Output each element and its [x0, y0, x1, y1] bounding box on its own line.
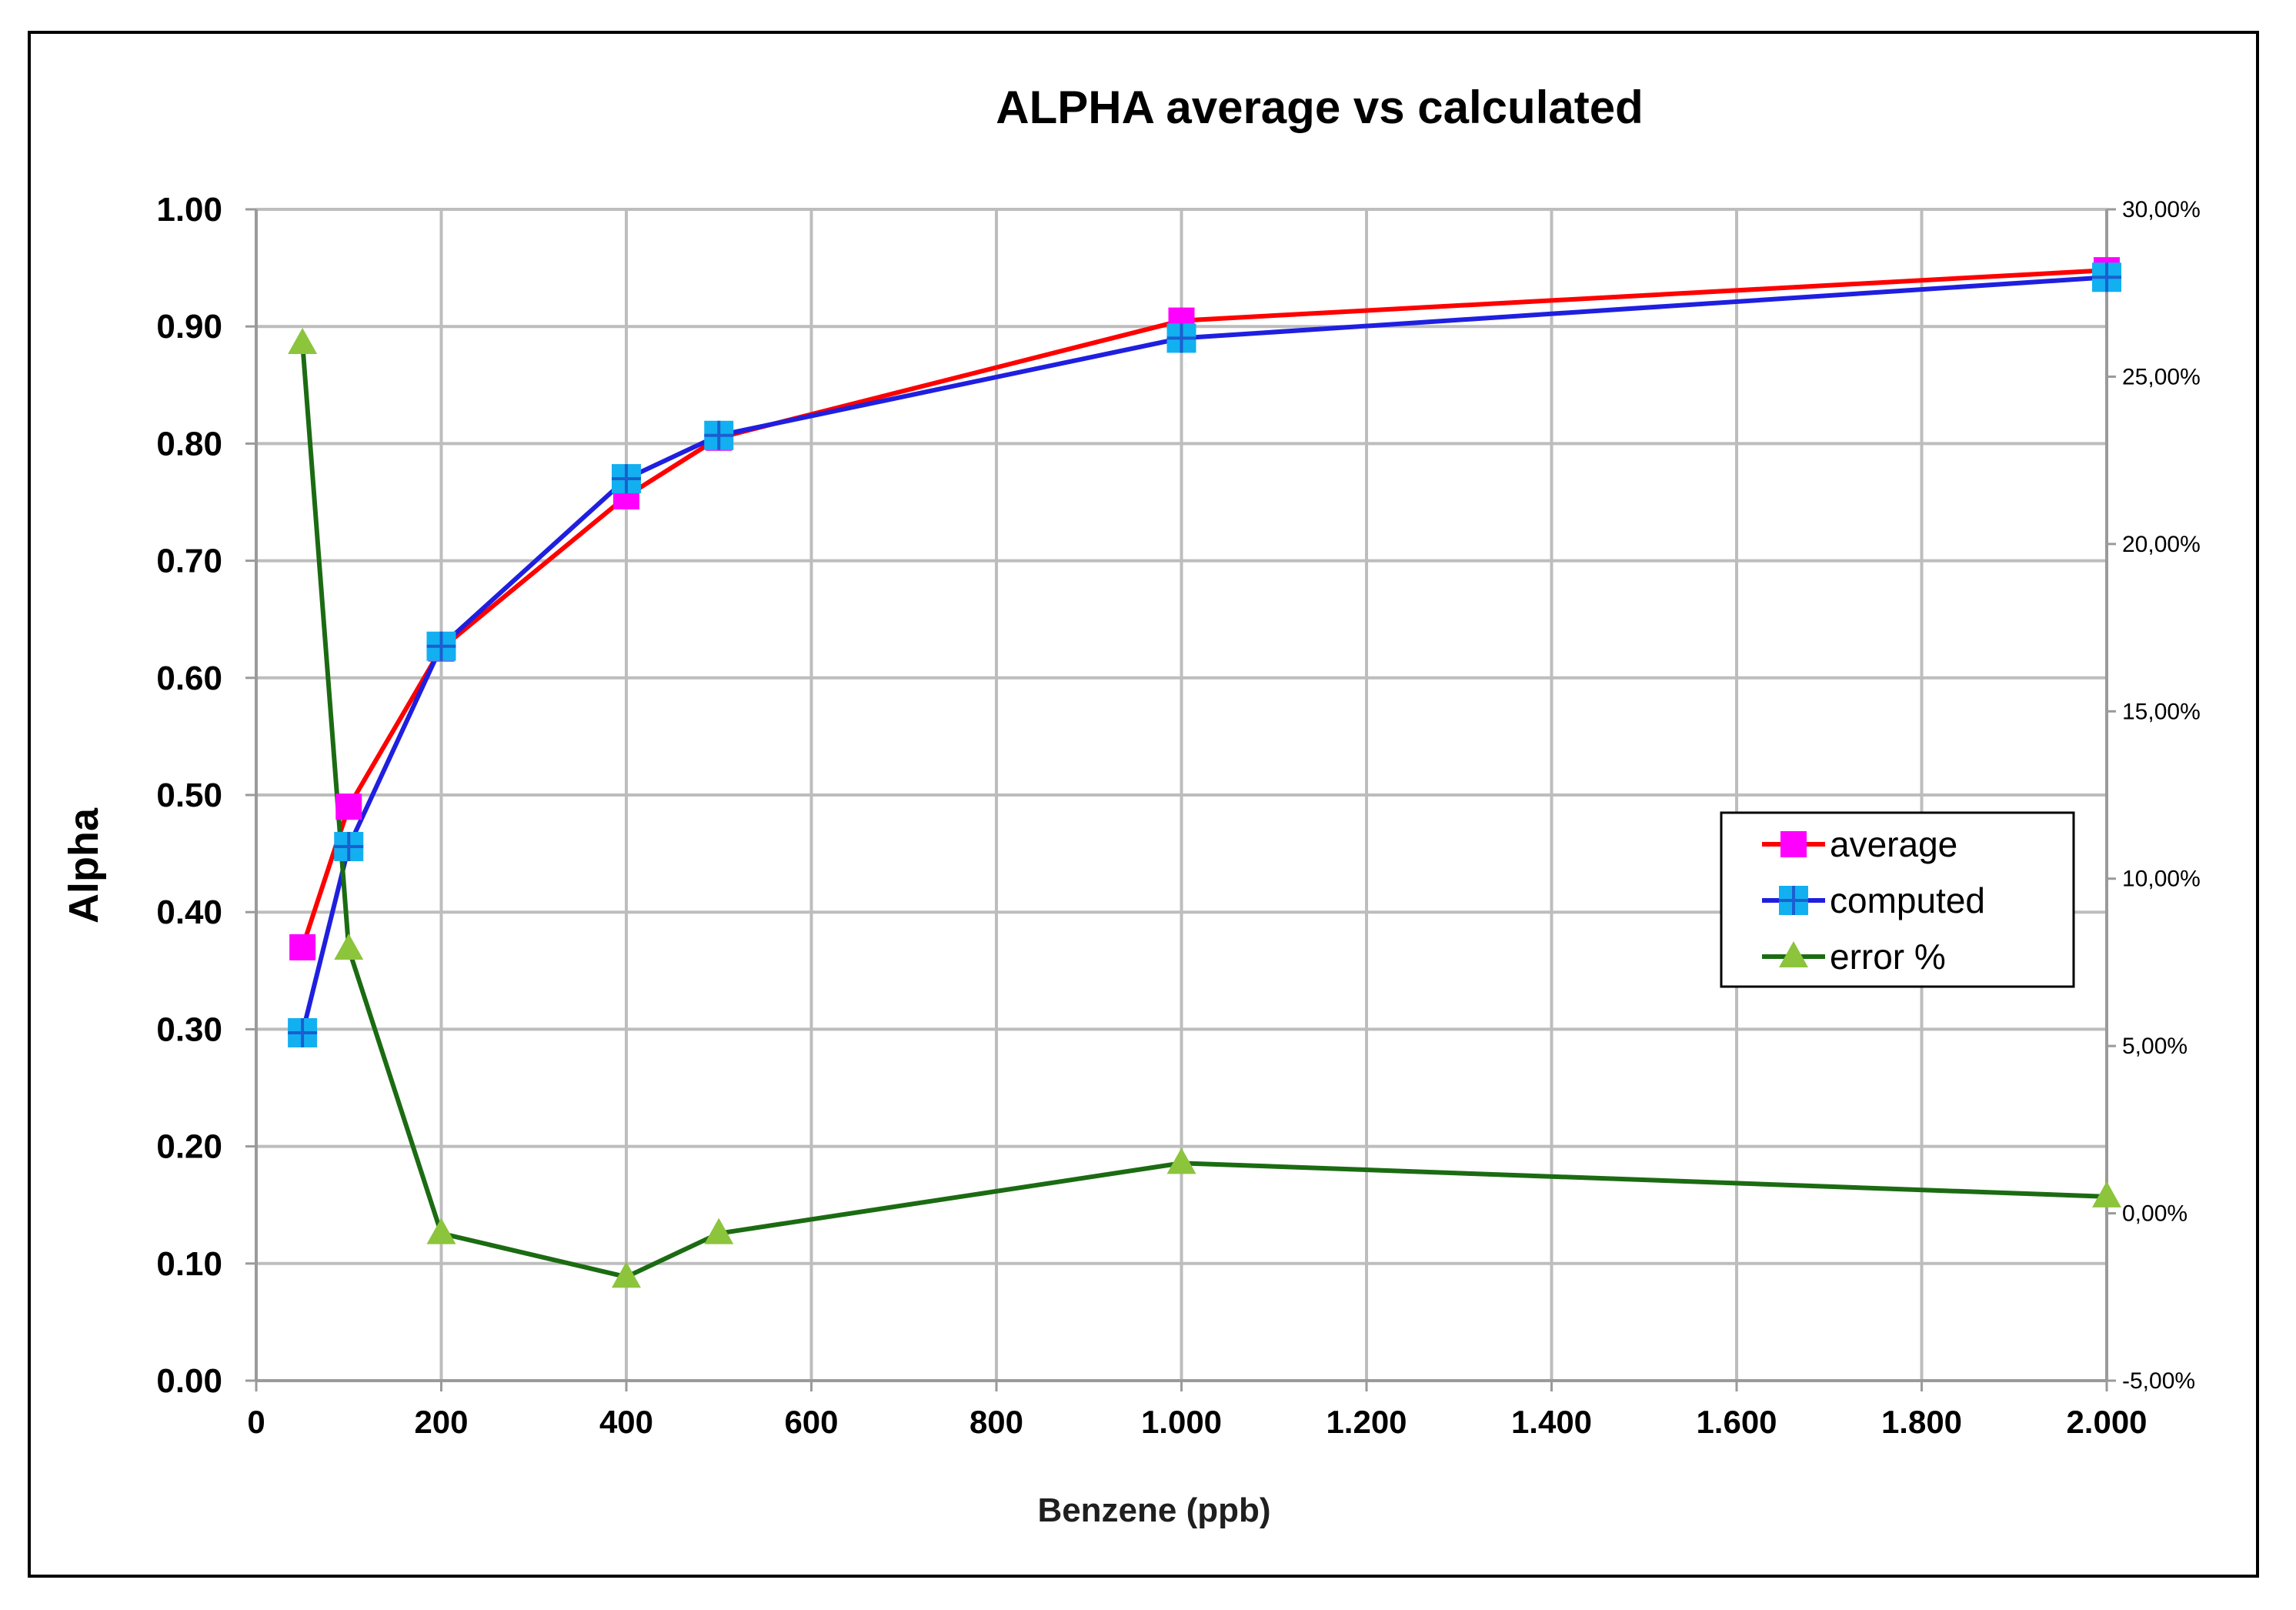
y2-tick-label: 15,00% — [2122, 699, 2201, 724]
grid — [256, 208, 2108, 1381]
x-axis-title: Benzene (ppb) — [1037, 1491, 1270, 1529]
data-point-2 — [2092, 1181, 2121, 1208]
data-point-1 — [334, 831, 364, 861]
x-tick-label: 400 — [599, 1404, 653, 1440]
y2-tick-label: 20,00% — [2122, 532, 2201, 557]
x-tick-label: 800 — [969, 1404, 1023, 1440]
y-tick-label: 0.50 — [156, 777, 222, 814]
y-tick-label: 0.10 — [156, 1245, 222, 1283]
y-tick-label: 0.60 — [156, 660, 222, 697]
marker-square — [1780, 831, 1807, 857]
y-tick-label: 0.30 — [156, 1010, 222, 1048]
x-tick-label: 2.000 — [2066, 1404, 2147, 1440]
y-tick-label: 0.70 — [156, 543, 222, 580]
x-tick-label: 200 — [414, 1404, 468, 1440]
legend-marker — [1780, 831, 1807, 857]
x-tick-label: 600 — [784, 1404, 838, 1440]
data-point-0 — [289, 934, 316, 960]
y-tick-label: 0.00 — [156, 1362, 222, 1400]
x-tick-label: 0 — [247, 1404, 265, 1440]
x-tick-label: 1.600 — [1696, 1404, 1777, 1440]
data-point-1 — [612, 464, 641, 494]
legend-label: error % — [1830, 937, 1946, 977]
data-point-2 — [288, 327, 318, 354]
y-tick-label: 1.00 — [156, 191, 222, 229]
series-markers — [288, 257, 2121, 1288]
data-point-2 — [1166, 1147, 1196, 1174]
data-point-2 — [612, 1261, 641, 1288]
data-point-1 — [288, 1017, 318, 1047]
y2-tick-label: 10,00% — [2122, 867, 2201, 892]
x-tick-label: 1.000 — [1141, 1404, 1222, 1440]
x-tick-label: 1.800 — [1881, 1404, 1962, 1440]
y2-tick-label: 30,00% — [2122, 197, 2201, 222]
chart-frame — [28, 31, 2259, 1578]
series-line-2 — [300, 342, 2107, 1280]
y2-tick-label: 25,00% — [2122, 364, 2201, 389]
legend-marker — [1779, 886, 1808, 915]
data-point-2 — [334, 934, 364, 960]
data-point-1 — [2092, 262, 2121, 292]
y-axis-title: Alpha — [61, 807, 107, 924]
tick-labels: 0 200 400 600 800 1.000 1.200 1.400 1.600 1.800 2.… — [156, 191, 2200, 1440]
data-point-1 — [426, 631, 456, 661]
y-tick-label: 0.20 — [156, 1128, 222, 1166]
data-point-1 — [704, 420, 734, 450]
y-tick-label: 0.40 — [156, 894, 222, 931]
legend: average computed error % — [1720, 811, 2075, 988]
data-point-2 — [426, 1218, 456, 1244]
legend-label: average — [1830, 824, 1957, 864]
y-tick-label: 0.90 — [156, 308, 222, 346]
x-tick-label: 1.200 — [1326, 1404, 1407, 1440]
data-point-2 — [704, 1218, 734, 1244]
y-tick-label: 0.80 — [156, 425, 222, 463]
series-lines — [300, 268, 2107, 1280]
marker-square — [335, 793, 362, 820]
y2-tick-label: -5,00% — [2122, 1368, 2195, 1394]
data-point-0 — [335, 793, 362, 820]
y2-tick-label: 0,00% — [2122, 1201, 2188, 1227]
chart-title: ALPHA average vs calculated — [996, 82, 1644, 133]
marker-square — [289, 934, 316, 960]
legend-marker — [1779, 941, 1808, 967]
legend-label: computed — [1830, 880, 1985, 920]
y2-tick-label: 5,00% — [2122, 1034, 2188, 1059]
x-tick-label: 1.400 — [1511, 1404, 1592, 1440]
data-point-1 — [1166, 323, 1196, 353]
